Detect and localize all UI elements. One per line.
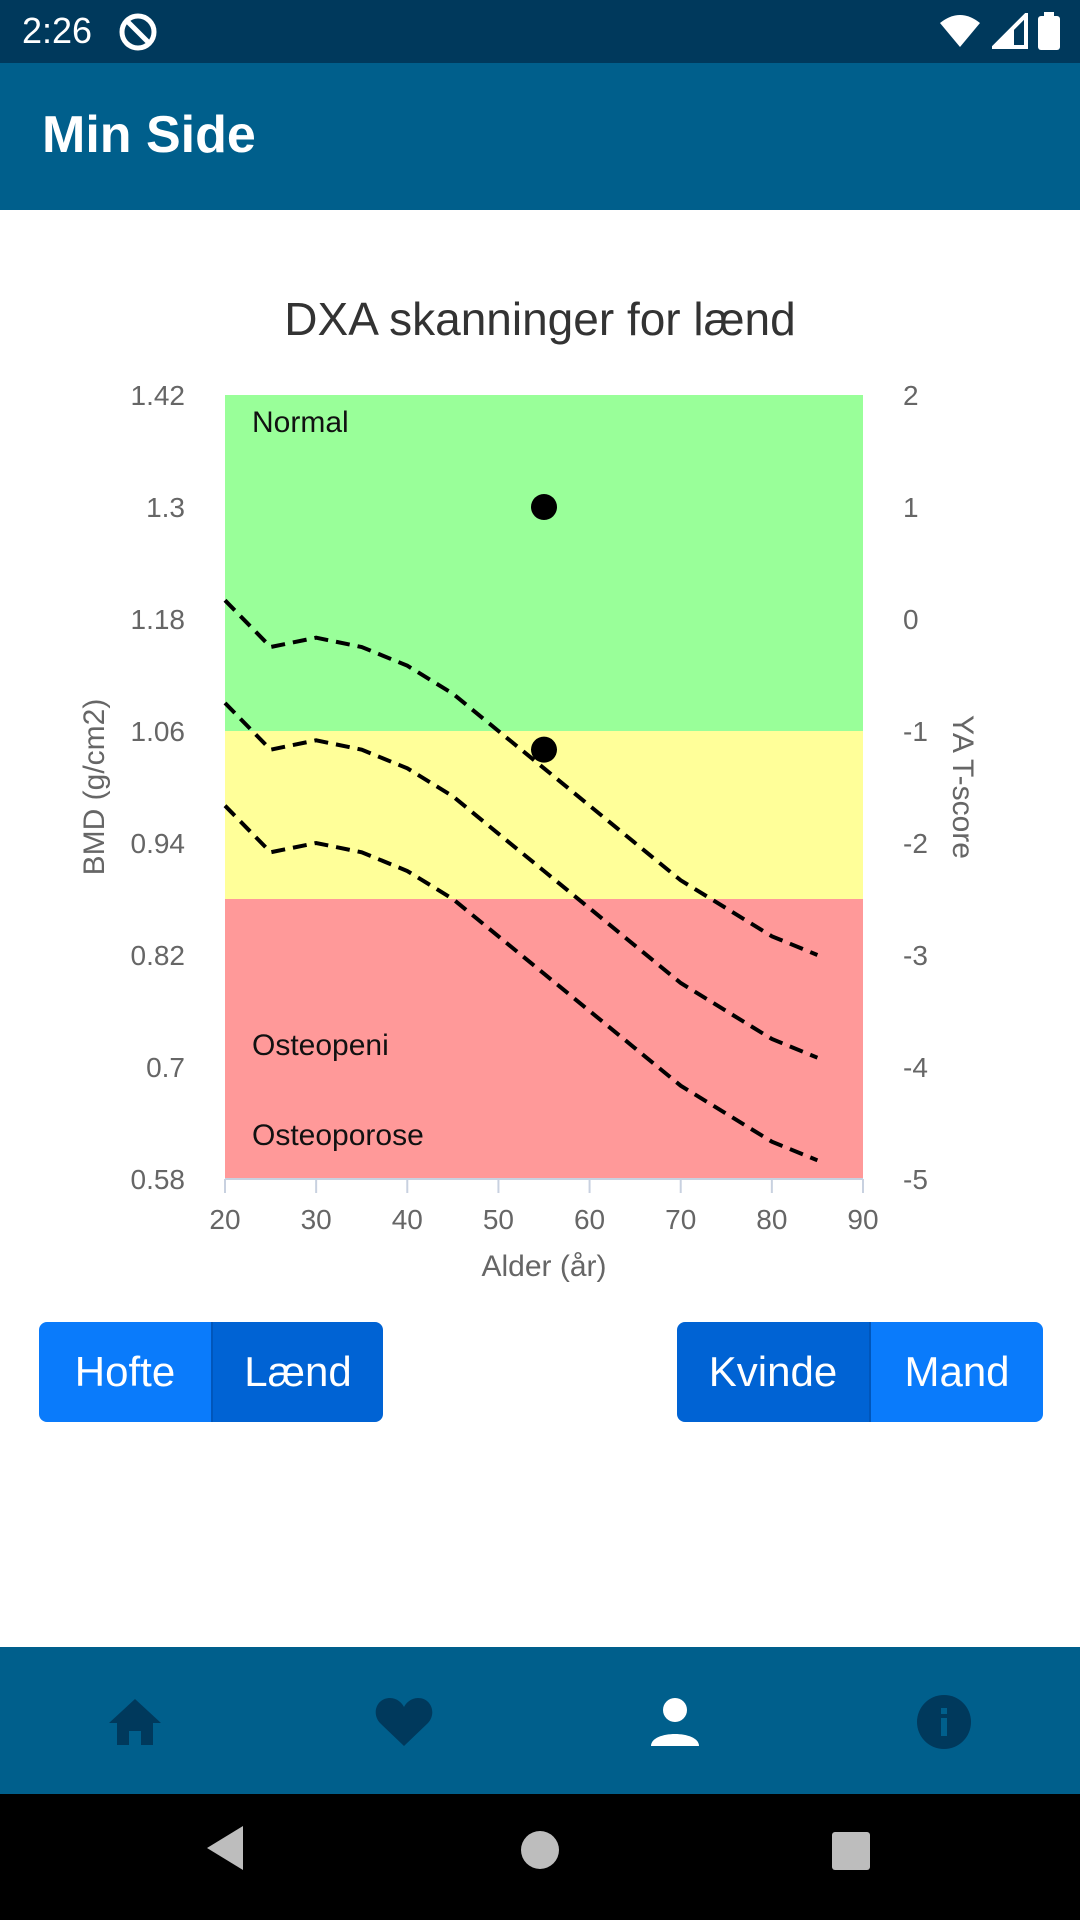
page-title: Min Side bbox=[42, 106, 256, 164]
x-tick-label: 40 bbox=[392, 1204, 423, 1235]
y2-tick-label: -1 bbox=[903, 716, 928, 747]
x-tick-label: 70 bbox=[665, 1204, 696, 1235]
x-tick-label: 50 bbox=[483, 1204, 514, 1235]
app-bar: Min Side bbox=[0, 63, 1080, 210]
zone-normal bbox=[225, 395, 863, 731]
zone-label-osteopeni: Osteopeni bbox=[252, 1029, 389, 1062]
data-point bbox=[531, 736, 557, 763]
y-tick-label: 1.18 bbox=[131, 604, 186, 635]
heart-icon[interactable] bbox=[369, 1687, 439, 1757]
mand-button[interactable]: Mand bbox=[869, 1322, 1043, 1422]
y2-tick-label: 1 bbox=[903, 492, 919, 523]
chart-title: DXA skanninger for lænd bbox=[284, 293, 796, 345]
bottom-navigation bbox=[0, 1647, 1080, 1794]
chart-container: DXA skanninger for lænd Normal Osteopeni O… bbox=[0, 210, 1080, 1300]
y2-tick-label: 0 bbox=[903, 604, 919, 635]
x-axis-label: Alder (år) bbox=[481, 1250, 606, 1283]
reference-curve bbox=[223, 804, 819, 1163]
recents-icon[interactable] bbox=[831, 1824, 871, 1877]
y2-tick-label: -2 bbox=[903, 828, 928, 859]
y-tick-label: 1.3 bbox=[146, 492, 185, 523]
y2-tick-label: -3 bbox=[903, 940, 928, 971]
zone-label-osteoporose: Osteoporose bbox=[252, 1119, 424, 1152]
info-icon[interactable] bbox=[909, 1687, 979, 1757]
status-bar: 2:26 bbox=[0, 0, 1080, 63]
x-tick-label: 20 bbox=[209, 1204, 240, 1235]
laend-button[interactable]: Lænd bbox=[211, 1322, 383, 1422]
x-tick-label: 30 bbox=[301, 1204, 332, 1235]
battery-icon bbox=[1038, 12, 1060, 55]
y-tick-label: 0.58 bbox=[131, 1164, 186, 1195]
home-circle-icon[interactable] bbox=[520, 1824, 560, 1877]
y-tick-label: 0.7 bbox=[146, 1052, 185, 1083]
x-tick-label: 80 bbox=[756, 1204, 787, 1235]
wifi-icon bbox=[938, 13, 982, 54]
y-tick-label: 1.42 bbox=[131, 380, 186, 411]
data-point bbox=[531, 494, 557, 520]
y2-tick-label: -5 bbox=[903, 1164, 928, 1195]
y2-axis-label: YA T-score bbox=[946, 715, 979, 859]
x-tick-label: 90 bbox=[847, 1204, 878, 1235]
y-tick-label: 0.82 bbox=[131, 940, 186, 971]
reference-curve bbox=[223, 701, 819, 1060]
y2-tick-label: 2 bbox=[903, 380, 919, 411]
person-icon[interactable] bbox=[640, 1687, 710, 1757]
home-icon[interactable] bbox=[100, 1687, 170, 1757]
zone-label-normal: Normal bbox=[252, 406, 349, 439]
signal-icon bbox=[989, 10, 1028, 54]
reference-curve bbox=[223, 598, 819, 957]
at-sign-icon bbox=[118, 12, 158, 57]
site-toggle: Hofte Lænd bbox=[39, 1322, 383, 1422]
y-axis-label: BMD (g/cm2) bbox=[78, 699, 111, 876]
system-navigation-bar bbox=[0, 1794, 1080, 1920]
kvinde-button[interactable]: Kvinde bbox=[677, 1322, 869, 1422]
status-time: 2:26 bbox=[22, 10, 93, 51]
x-tick-label: 60 bbox=[574, 1204, 605, 1235]
hofte-button[interactable]: Hofte bbox=[39, 1322, 211, 1422]
y2-tick-label: -4 bbox=[903, 1052, 928, 1083]
back-icon[interactable] bbox=[205, 1824, 245, 1877]
y-tick-label: 1.06 bbox=[131, 716, 186, 747]
sex-toggle: Kvinde Mand bbox=[677, 1322, 1043, 1422]
y-tick-label: 0.94 bbox=[131, 828, 186, 859]
